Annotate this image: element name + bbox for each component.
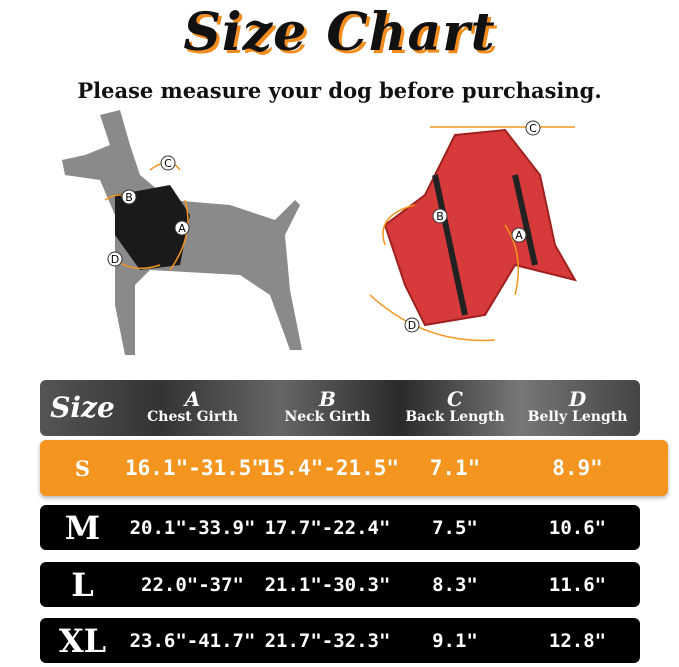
harness-label-c: C: [529, 122, 537, 135]
table-row-l: L 22.0"-37" 21.1"-30.3" 8.3" 11.6": [40, 562, 640, 607]
table-row-xl: XL 23.6"-41.7" 21.7"-32.3" 9.1" 12.8": [40, 618, 640, 663]
subtitle: Please measure your dog before purchasin…: [77, 78, 602, 103]
table-row-m: M 20.1"-33.9" 17.7"-22.4" 7.5" 10.6": [40, 505, 640, 550]
label-b: B: [125, 191, 133, 204]
label-d: D: [111, 253, 119, 266]
dog-illustration: C B A D: [62, 110, 302, 355]
harness-label-d: D: [408, 319, 416, 332]
header-neck: B Neck Girth: [284, 387, 371, 425]
header-size: Size: [50, 391, 115, 424]
table-header: Size A Chest Girth B Neck Girth C Back Leng…: [40, 380, 640, 436]
table-row-s: S 16.1"-31.5" 15.4"-21.5" 7.1" 8.9": [40, 440, 668, 496]
harness-illustration: C B A D: [369, 120, 578, 342]
label-c: C: [164, 157, 172, 170]
harness-label-b: B: [436, 210, 444, 223]
header-chest: A Chest Girth: [147, 387, 238, 425]
header-belly: D Belly Length: [527, 387, 628, 425]
label-a: A: [178, 222, 186, 235]
harness-label-a: A: [515, 229, 523, 242]
page-title: Size Chart: [183, 2, 496, 63]
header-back: C Back Length: [405, 387, 505, 425]
